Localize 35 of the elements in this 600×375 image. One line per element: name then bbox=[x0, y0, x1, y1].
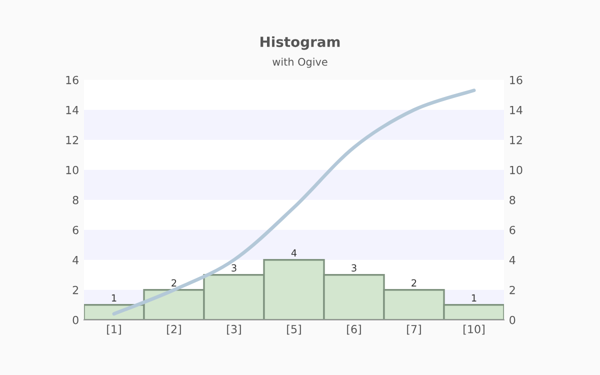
y2-tick-label: 14 bbox=[510, 106, 522, 114]
data-label: 2 bbox=[172, 279, 176, 286]
y2-tick-label: 0 bbox=[510, 316, 516, 324]
x-tick-label: [5] bbox=[287, 324, 301, 335]
y-tick-label: 16 bbox=[66, 76, 78, 84]
y-tick-label: 2 bbox=[72, 286, 78, 294]
y2-tick-label: 8 bbox=[510, 196, 516, 204]
line-series bbox=[112, 88, 476, 316]
y2-tick-label: 10 bbox=[510, 166, 522, 174]
y2-tick-label: 12 bbox=[510, 136, 522, 144]
chart-subtitle: with Ogive bbox=[272, 58, 328, 68]
data-label: 1 bbox=[112, 294, 116, 302]
y-tick-label: 10 bbox=[66, 166, 78, 174]
y-tick-label: 8 bbox=[72, 196, 78, 204]
x-tick-label: [6] bbox=[347, 324, 361, 335]
x-tick-label: [1] bbox=[107, 324, 121, 335]
y-tick-label: 0 bbox=[72, 316, 78, 324]
chart-title: Histogram bbox=[260, 36, 340, 50]
y2-tick-label: 2 bbox=[510, 286, 515, 294]
data-label: 1 bbox=[472, 294, 476, 302]
x-tick-label: [3] bbox=[227, 324, 241, 335]
y-tick-label: 14 bbox=[66, 106, 79, 114]
y-tick-label: 6 bbox=[72, 226, 78, 234]
y2-tick-label: 6 bbox=[510, 226, 516, 234]
data-label: 3 bbox=[232, 264, 236, 272]
y2-tick-label: 16 bbox=[510, 76, 522, 84]
x-tick-label: [10] bbox=[464, 324, 484, 335]
data-label: 4 bbox=[291, 249, 297, 256]
data-label: 3 bbox=[352, 264, 356, 272]
y-tick-label: 12 bbox=[66, 136, 78, 144]
x-tick-label: [2] bbox=[167, 324, 181, 335]
data-label: 2 bbox=[412, 279, 416, 286]
y2-tick-label: 4 bbox=[509, 256, 516, 264]
y-tick-label: 4 bbox=[72, 256, 79, 264]
x-tick-label: [7] bbox=[407, 324, 421, 335]
